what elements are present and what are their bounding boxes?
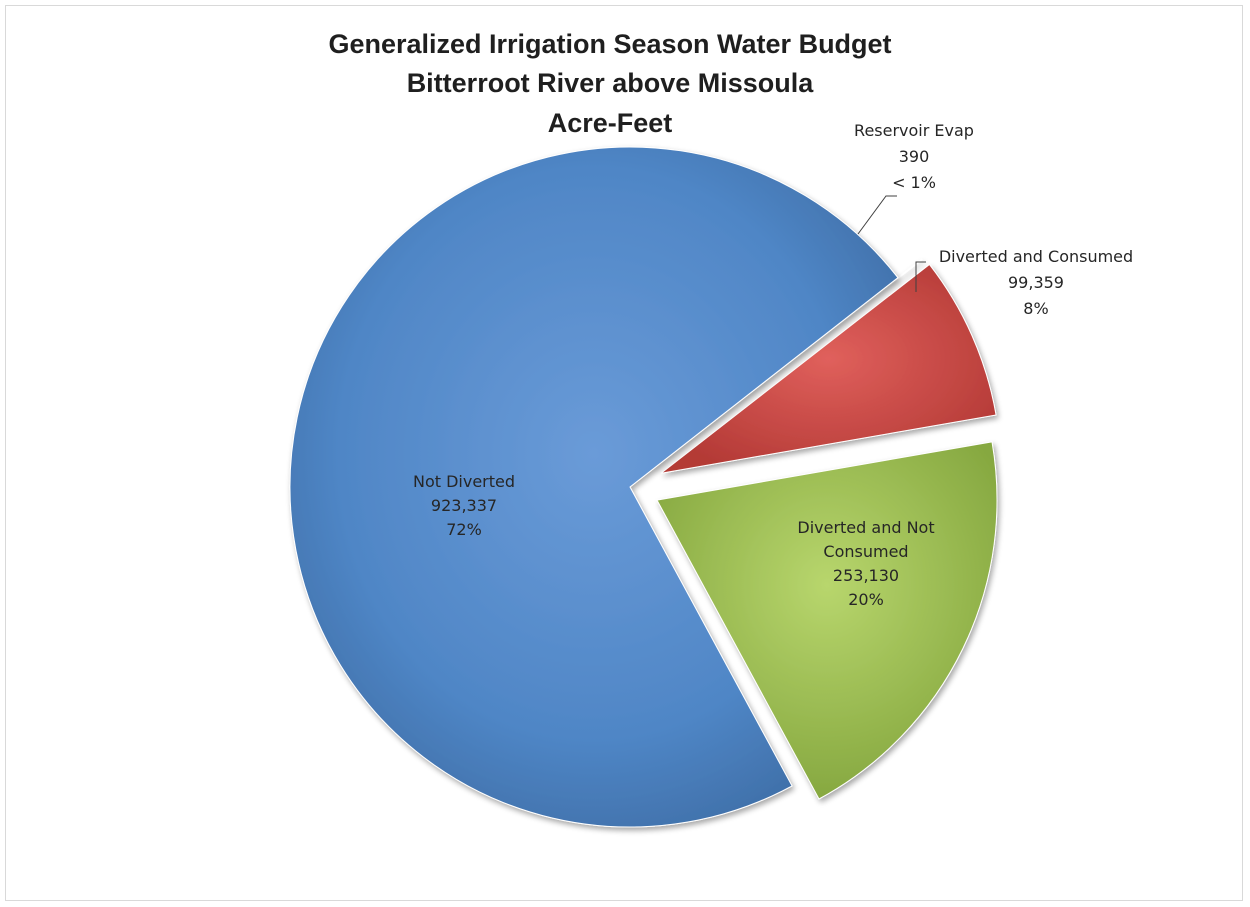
slice-label-line: Diverted and Not bbox=[797, 518, 934, 537]
chart-title-line-3: Acre-Feet bbox=[548, 108, 673, 138]
pie-slice-diverted-not-consumed bbox=[656, 441, 998, 800]
pie-slice-not-diverted bbox=[289, 146, 899, 828]
chart-title-line-1: Generalized Irrigation Season Water Budg… bbox=[328, 29, 891, 59]
chart-title: Generalized Irrigation Season Water Budg… bbox=[328, 29, 891, 138]
slice-label-line: 923,337 bbox=[431, 496, 497, 515]
slice-label-reservoir-evap: Reservoir Evap 390 < 1% bbox=[854, 121, 974, 192]
slice-label-line: < 1% bbox=[892, 173, 936, 192]
pie-slice-diverted-consumed bbox=[660, 263, 997, 474]
slice-label-line: Consumed bbox=[823, 542, 908, 561]
slice-label-line: Not Diverted bbox=[413, 472, 515, 491]
slice-label-not-diverted: Not Diverted 923,337 72% bbox=[413, 472, 515, 539]
leader-line-diverted-consumed bbox=[915, 261, 926, 292]
slice-label-line: Diverted and Consumed bbox=[939, 247, 1133, 266]
slice-label-diverted-consumed: Diverted and Consumed 99,359 8% bbox=[939, 247, 1133, 318]
slice-label-line: 8% bbox=[1023, 299, 1048, 318]
slice-label-line: Reservoir Evap bbox=[854, 121, 974, 140]
slice-label-line: 72% bbox=[446, 520, 482, 539]
slice-label-line: 253,130 bbox=[833, 566, 899, 585]
slice-label-line: 20% bbox=[848, 590, 884, 609]
slice-label-diverted-not-consumed: Diverted and Not Consumed 253,130 20% bbox=[797, 518, 934, 609]
slice-label-line: 99,359 bbox=[1008, 273, 1064, 292]
chart-title-line-2: Bitterroot River above Missoula bbox=[407, 68, 815, 98]
leader-line-reservoir-evap bbox=[857, 195, 897, 235]
slice-label-line: 390 bbox=[899, 147, 930, 166]
